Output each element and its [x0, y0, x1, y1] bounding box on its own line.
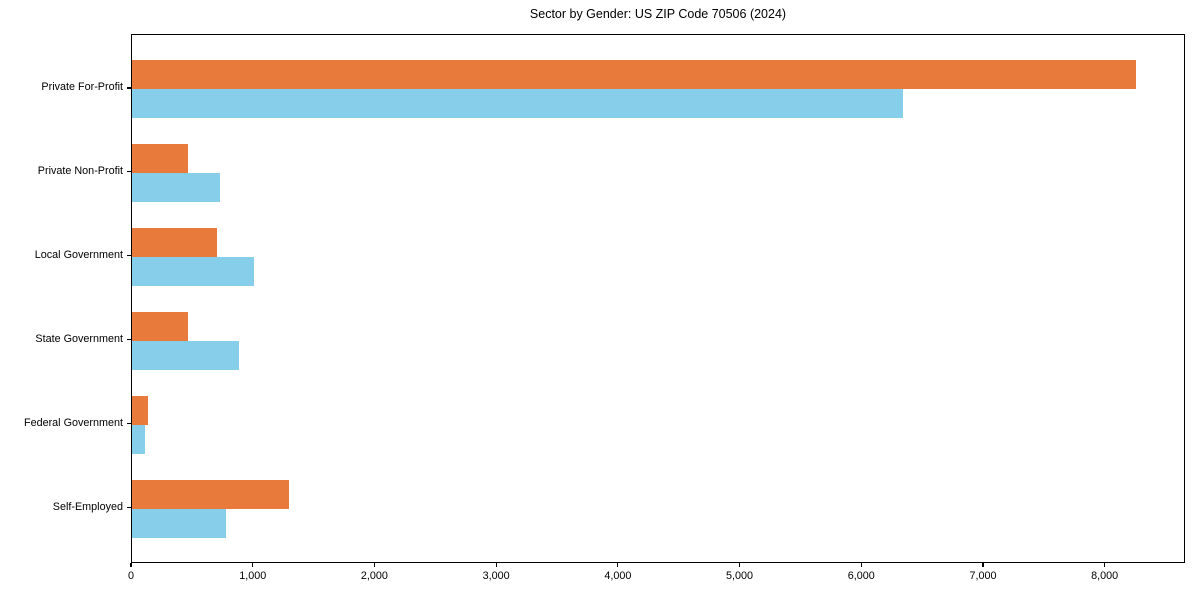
bar-male-local-government — [132, 227, 217, 257]
bar-female-private-for-profit — [132, 89, 904, 118]
x-tick-label-8000: 8,000 — [1091, 570, 1119, 582]
y-tick-mark — [127, 255, 131, 257]
x-tick-mark — [860, 563, 862, 567]
bar-female-state-government — [132, 340, 240, 370]
category-label-local-government: Local Government — [34, 248, 123, 261]
plot-area: MaleFemale — [131, 34, 1185, 563]
x-tick-mark — [495, 563, 497, 567]
x-tick-label-2000: 2,000 — [360, 570, 388, 582]
x-tick-label-7000: 7,000 — [969, 570, 997, 582]
y-tick-mark — [127, 339, 131, 341]
bar-male-state-government — [132, 311, 188, 341]
x-tick-label-0: 0 — [127, 570, 135, 582]
y-tick-mark — [127, 506, 131, 509]
y-tick-mark — [127, 87, 131, 89]
x-tick-mark — [130, 563, 132, 567]
bar-male-private-non-profit — [132, 143, 188, 173]
bar-male-private-for-profit — [132, 60, 1137, 89]
bar-male-federal-government — [132, 395, 148, 425]
bar-female-federal-government — [132, 424, 145, 454]
x-tick-mark — [617, 563, 619, 567]
x-tick-mark — [982, 563, 984, 567]
bar-female-self-employed — [132, 508, 226, 538]
category-label-state-government: State Government — [35, 332, 123, 345]
y-tick-mark — [127, 423, 131, 425]
x-tick-label-6000: 6,000 — [847, 570, 875, 582]
category-label-private-non-profit: Private Non-Profit — [37, 164, 123, 177]
x-tick-label-4000: 4,000 — [604, 570, 632, 582]
bar-male-self-employed — [132, 479, 289, 509]
x-tick-mark — [373, 563, 375, 567]
bar-female-private-non-profit — [132, 172, 220, 202]
x-tick-mark — [738, 563, 741, 567]
x-tick-label-3000: 3,000 — [482, 570, 510, 582]
x-tick-mark — [1104, 563, 1106, 567]
category-label-self-employed: Self-Employed — [52, 500, 123, 513]
x-tick-label-1000: 1,000 — [239, 570, 267, 582]
chart-title: Sector by Gender: US ZIP Code 70506 (202… — [529, 7, 787, 21]
y-tick-mark — [127, 171, 131, 173]
bar-female-local-government — [132, 256, 254, 286]
category-label-federal-government: Federal Government — [23, 416, 123, 429]
x-tick-label-5000: 5,000 — [726, 570, 754, 582]
category-label-private-for-profit: Private For-Profit — [41, 81, 123, 93]
x-tick-mark — [252, 563, 254, 567]
